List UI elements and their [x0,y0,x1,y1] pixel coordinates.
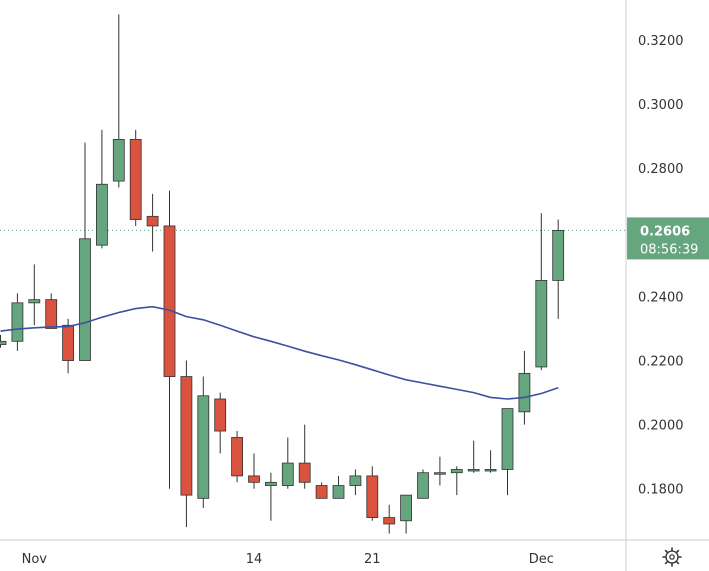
time-tick-label: 14 [246,552,263,567]
candle-body [484,469,497,472]
candle-down [62,318,74,374]
candle-up [96,129,108,249]
candle-body [535,280,548,368]
candle-body [417,472,429,499]
candle-body [248,475,260,483]
candle-body [163,225,176,377]
candle-up [112,14,125,188]
candle-up [552,219,565,319]
candle-down [180,360,193,528]
candle-body [332,485,345,499]
candle-body [28,299,41,304]
candle-countdown-label: 08:56:39 [640,242,698,257]
candle-up [450,466,463,496]
candle-down [383,504,396,534]
candle-body [383,517,396,525]
candle-down [298,424,311,489]
candle-body [501,408,514,470]
price-axis[interactable]: 0.32000.30000.28000.26000.24000.22000.20… [638,34,684,498]
current-price-badge: 0.2606 08:56:39 [627,217,709,260]
candle-body [400,494,413,522]
price-tick-label: 0.2800 [638,162,684,177]
candle-body [552,230,565,281]
candle-down [214,392,227,454]
settings-gear-icon[interactable] [662,547,682,567]
candle-body [349,475,362,486]
candle-up [28,264,41,326]
current-price-badge-background [627,217,709,260]
candle-body [231,437,244,477]
candle-up [417,469,429,499]
candle-body [62,324,74,361]
candle-down [366,466,379,521]
candles-group [0,14,565,534]
time-tick-label: Dec [529,552,554,567]
candle-up [349,469,362,496]
candle-down [315,482,328,499]
candle-body [433,472,446,475]
candle-up [79,142,91,361]
candle-down [129,129,142,226]
candle-body [129,139,142,220]
candle-body [0,340,7,345]
candle-down [45,293,58,329]
time-tick-label: 21 [364,552,381,567]
candle-body [45,299,58,329]
candle-body [264,481,277,486]
moving-average-line [0,305,559,400]
price-tick-label: 0.3200 [638,34,684,49]
candle-up [467,440,480,473]
candle-up [501,408,514,496]
candle-body [214,398,227,432]
candle-body [96,183,108,246]
candle-body [467,469,480,472]
price-tick-label: 0.2200 [638,355,684,370]
candle-body [518,372,531,413]
candle-up [264,472,277,521]
candle-body [281,462,294,486]
candle-body [197,395,210,499]
candle-body [180,376,193,496]
candle-body [146,215,159,227]
candle-up [332,475,345,499]
candle-up [484,450,497,473]
price-tick-label: 0.1800 [638,483,684,498]
candle-body [450,469,463,474]
candle-down [231,431,244,483]
candle-body [11,302,24,342]
candle-up [0,334,7,348]
candle-up [400,494,413,534]
candle-body [366,475,379,518]
candle-body [298,462,311,483]
price-tick-label: 0.2400 [638,290,684,305]
candle-up [197,376,210,508]
candle-down [146,193,159,252]
candle-up [11,293,24,351]
time-axis[interactable]: Nov 14 21 Dec [22,552,554,567]
current-price-label: 0.2606 [640,224,690,239]
candle-up [518,350,531,425]
candle-up [433,456,446,486]
price-tick-label: 0.3000 [638,98,684,113]
price-tick-label: 0.2000 [638,419,684,434]
candle-up [535,213,548,371]
candle-down [248,453,260,489]
candle-down [163,190,176,489]
candle-body [315,485,328,499]
candle-up [281,437,294,489]
time-tick-label: Nov [22,552,48,567]
candle-body [79,238,91,361]
candle-body [112,139,125,182]
